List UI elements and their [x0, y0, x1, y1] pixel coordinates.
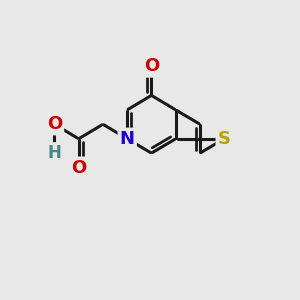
- Text: H: H: [47, 144, 61, 162]
- Text: N: N: [120, 130, 135, 148]
- Text: S: S: [218, 130, 231, 148]
- Text: O: O: [144, 58, 159, 76]
- Text: O: O: [47, 115, 62, 133]
- Text: O: O: [71, 159, 86, 177]
